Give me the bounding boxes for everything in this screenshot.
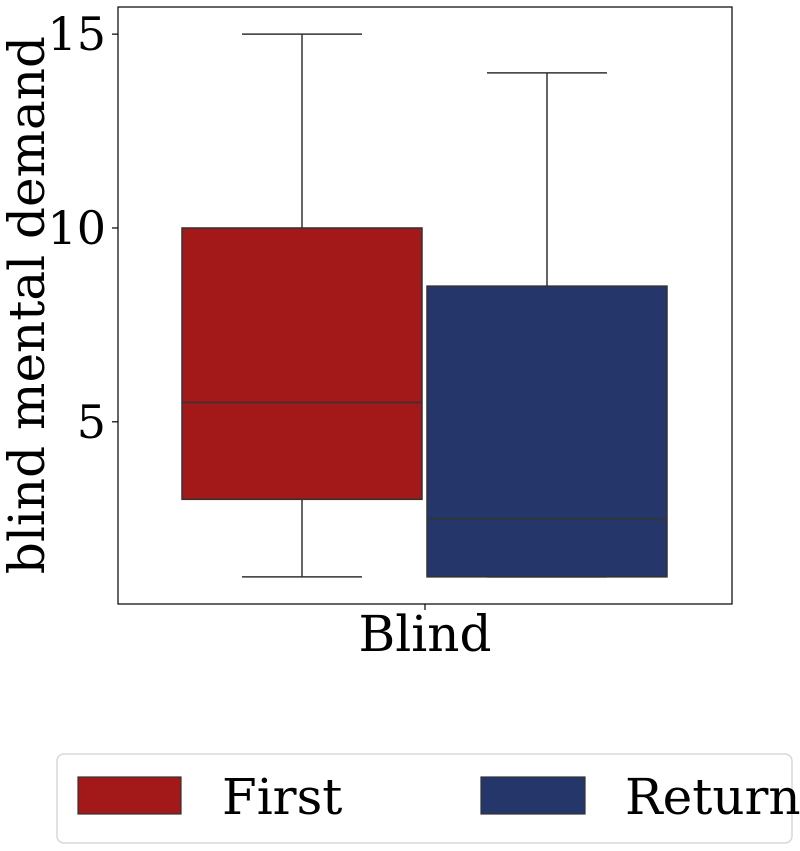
legend-label-first: First bbox=[222, 768, 342, 826]
y-axis-ticks: 5 10 15 bbox=[47, 7, 118, 449]
x-axis-label: Blind bbox=[359, 605, 492, 663]
legend-swatch-first bbox=[77, 776, 182, 815]
y-tick-label: 10 bbox=[47, 201, 106, 255]
box-return bbox=[426, 285, 668, 578]
y-axis-label: blind mental demand bbox=[0, 36, 56, 574]
legend-label-return: Return bbox=[625, 768, 800, 826]
box-first bbox=[181, 227, 423, 501]
box-group bbox=[181, 33, 668, 578]
y-tick-label: 15 bbox=[47, 7, 106, 61]
y-tick-label: 5 bbox=[77, 395, 106, 449]
legend-box bbox=[56, 753, 793, 844]
legend-swatch-return bbox=[480, 776, 586, 815]
